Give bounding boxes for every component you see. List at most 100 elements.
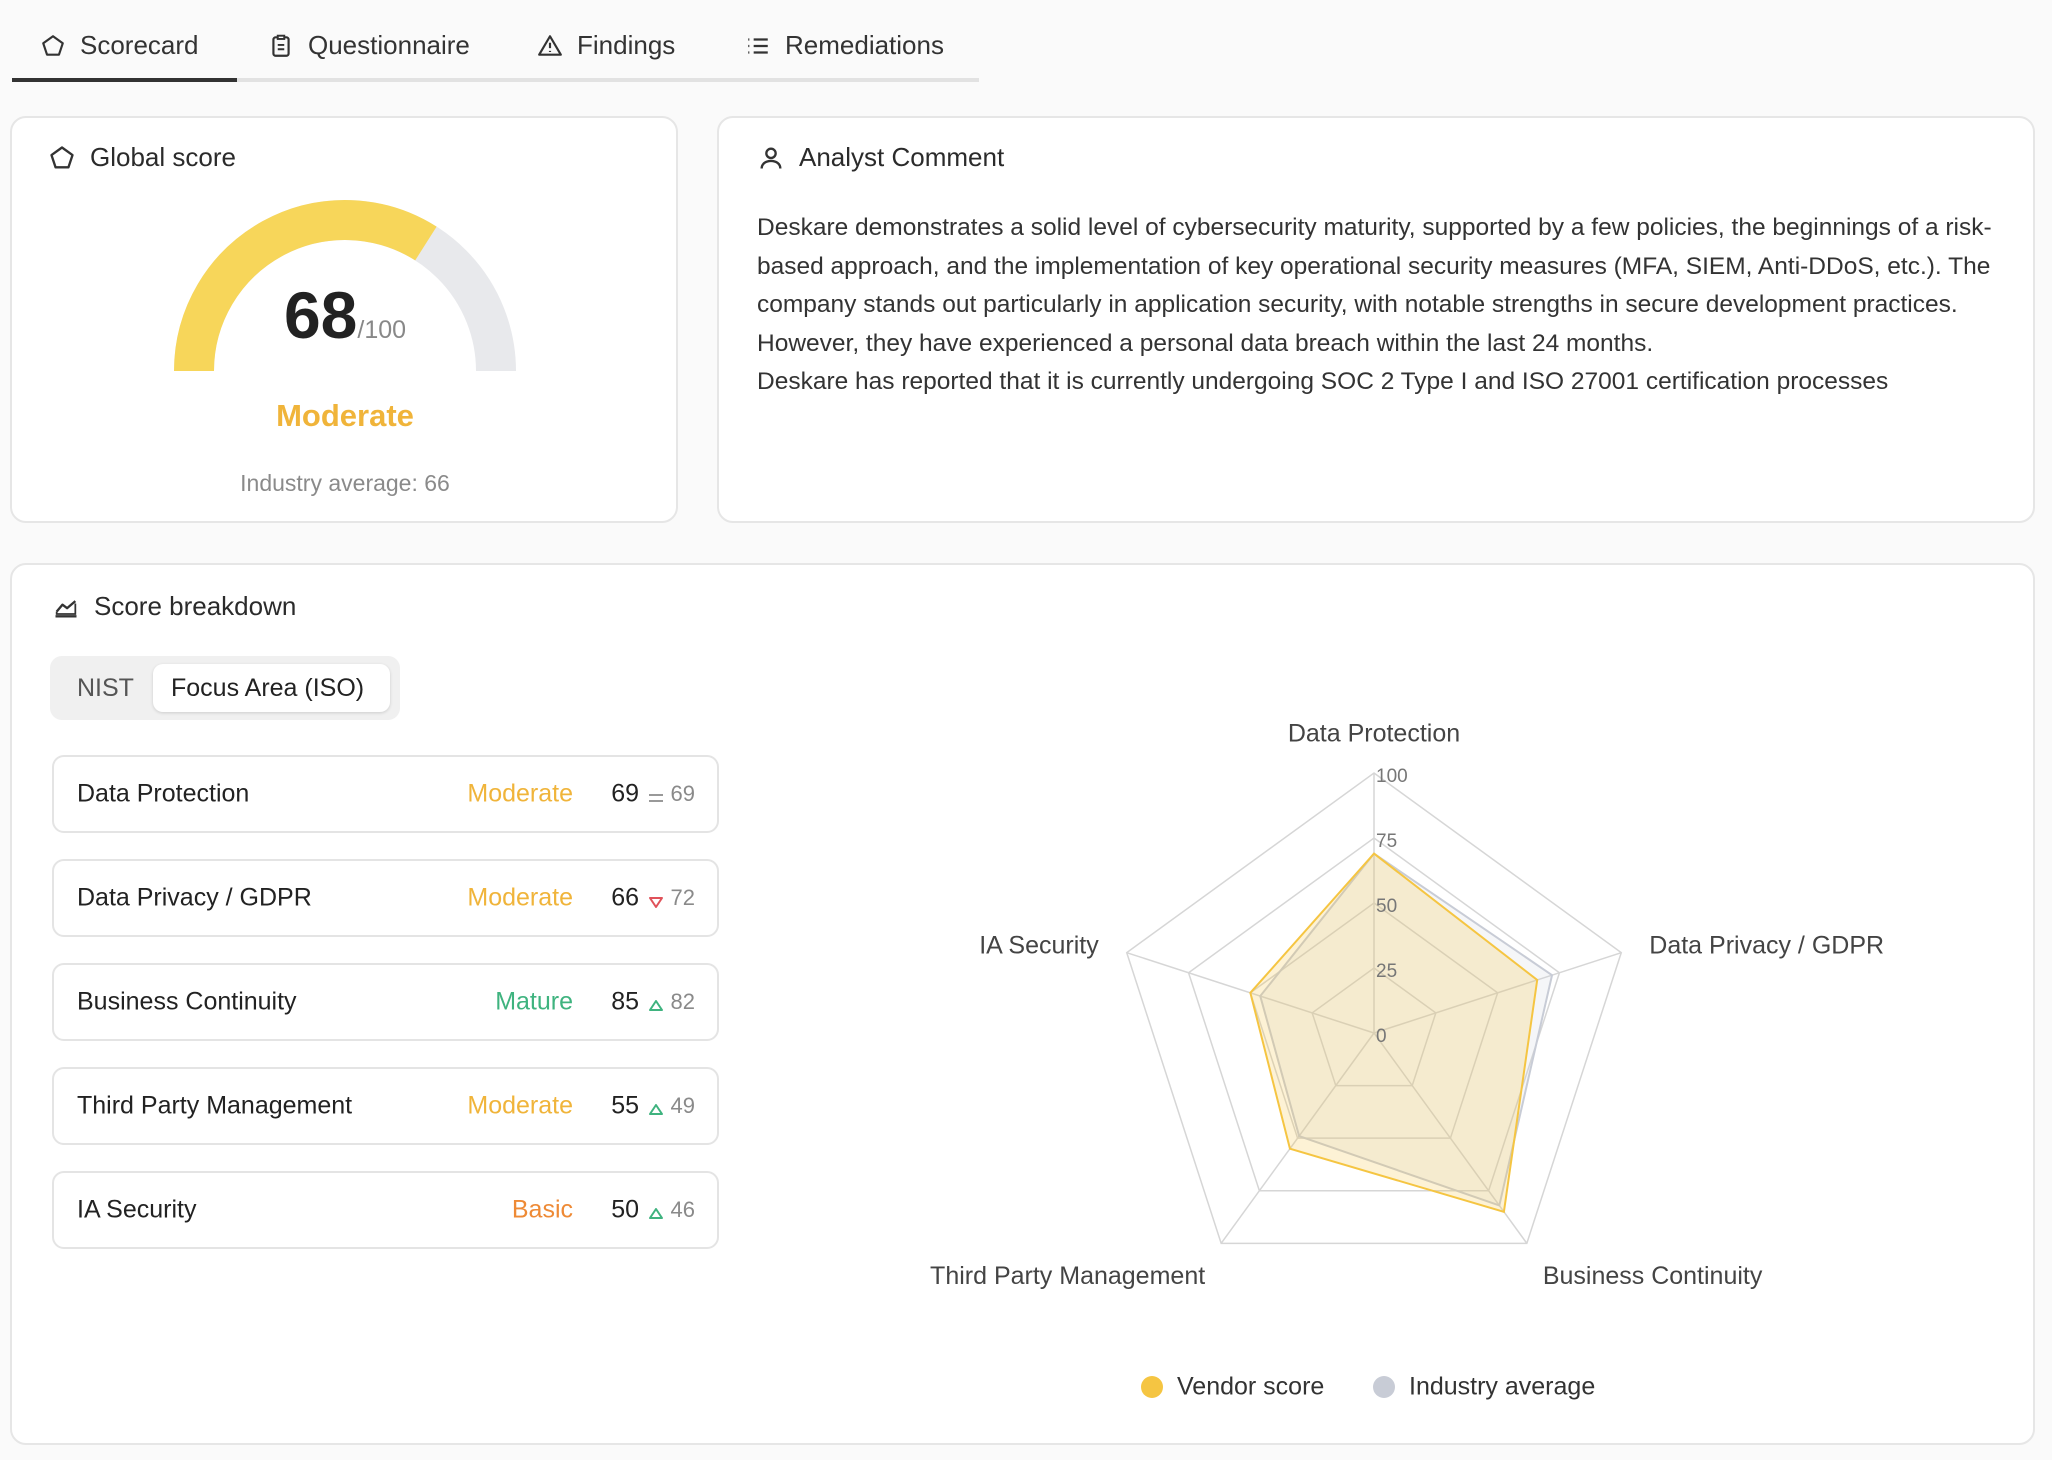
legend-swatch bbox=[1141, 1376, 1163, 1398]
tab-label: Scorecard bbox=[80, 30, 199, 60]
row-name: Business Continuity bbox=[77, 987, 297, 1016]
row-score: 50 bbox=[611, 1195, 639, 1224]
tab-icon bbox=[42, 34, 64, 56]
toggle-option[interactable]: NIST bbox=[77, 674, 134, 702]
analyst-comment-card: Analyst Comment Deskare demonstrates a s… bbox=[717, 116, 2035, 523]
trend-shape bbox=[649, 1208, 663, 1219]
row-level: Moderate bbox=[467, 779, 573, 808]
row-score: 69 bbox=[611, 779, 639, 808]
trend-shape bbox=[649, 794, 663, 802]
tab[interactable]: Questionnaire bbox=[268, 30, 470, 61]
trend-shape bbox=[649, 1104, 663, 1115]
legend-label: Industry average bbox=[1409, 1373, 1595, 1401]
trend-equal bbox=[649, 794, 663, 802]
r-tick-label: 0 bbox=[1376, 1026, 1387, 1047]
row-score: 85 bbox=[611, 987, 639, 1016]
trend-down bbox=[649, 897, 663, 908]
trend-icon bbox=[647, 889, 665, 908]
breakdown-row[interactable]: Business Continuity Mature 85 82 bbox=[52, 963, 719, 1041]
axis-label: Third Party Management bbox=[930, 1262, 1205, 1290]
trend-up bbox=[649, 1104, 663, 1115]
row-industry: 69 bbox=[670, 781, 695, 806]
spoke bbox=[1373, 951, 1622, 1034]
trend-shape bbox=[649, 1000, 663, 1011]
breakdown-row[interactable]: Data Privacy / GDPR Moderate 66 72 bbox=[52, 859, 719, 937]
card-header: Global score bbox=[48, 142, 236, 173]
r-tick-label: 50 bbox=[1376, 896, 1397, 917]
tab[interactable]: Findings bbox=[537, 30, 675, 61]
trend-shape bbox=[649, 897, 663, 908]
tab-label: Findings bbox=[577, 30, 676, 60]
breakdown-row[interactable]: IA Security Basic 50 46 bbox=[52, 1171, 719, 1249]
tab-icon bbox=[748, 37, 768, 54]
legend-label: Vendor score bbox=[1177, 1373, 1324, 1401]
score: 68 bbox=[284, 278, 357, 352]
axis-label: IA Security bbox=[979, 931, 1099, 959]
score-breakdown-card: Score breakdown NIST Focus Area (ISO) Da… bbox=[10, 563, 2035, 1445]
toggle-option-active[interactable]: Focus Area (ISO) bbox=[153, 664, 390, 712]
row-level: Moderate bbox=[467, 883, 573, 912]
card-header: Analyst Comment bbox=[757, 142, 1004, 173]
score-icon bbox=[50, 145, 74, 168]
global-score-card: Global score 68/100 Moderate Industry av… bbox=[10, 116, 678, 523]
trend-icon bbox=[647, 785, 665, 803]
comment-text: Deskare demonstrates a solid level of cy… bbox=[757, 209, 2007, 402]
axis-label: Business Continuity bbox=[1543, 1262, 1763, 1290]
tab-label: Remediations bbox=[785, 30, 944, 60]
series-area bbox=[1249, 852, 1539, 1214]
card-title: Score breakdown bbox=[94, 591, 297, 621]
radar-chart: 0 25 50 75 100 Data Protection Data Privacy / … bbox=[930, 720, 1884, 1401]
toggle-group: NIST Focus Area (ISO) bbox=[50, 656, 400, 720]
axis-label: Data Protection bbox=[1288, 720, 1460, 748]
r-tick-label: 25 bbox=[1376, 961, 1397, 982]
comment-paragraph: Deskare demonstrates a solid level of cy… bbox=[757, 214, 1992, 319]
row-score: 55 bbox=[611, 1091, 639, 1120]
trend-icon bbox=[647, 993, 665, 1011]
card-header: Score breakdown bbox=[52, 591, 296, 622]
user-icon bbox=[760, 147, 782, 169]
chart-icon bbox=[55, 599, 77, 617]
row-name: IA Security bbox=[77, 1195, 197, 1224]
tab-bar bbox=[12, 78, 979, 82]
axis-label: Data Privacy / GDPR bbox=[1649, 931, 1884, 959]
row-industry: 46 bbox=[670, 1197, 695, 1222]
active-tab-indicator bbox=[12, 78, 237, 82]
r-tick-label: 100 bbox=[1376, 766, 1408, 787]
tab-icon bbox=[538, 34, 562, 56]
tab[interactable]: Scorecard bbox=[40, 30, 199, 61]
row-level: Mature bbox=[495, 987, 573, 1016]
row-name: Data Privacy / GDPR bbox=[77, 883, 312, 912]
row-level: Moderate bbox=[467, 1091, 573, 1120]
gauge-value-arc bbox=[174, 200, 437, 372]
card-title: Global score bbox=[90, 142, 236, 172]
breakdown-row[interactable]: Data Protection Moderate 69 69 bbox=[52, 755, 719, 833]
row-industry: 49 bbox=[670, 1093, 695, 1118]
row-industry: 82 bbox=[670, 989, 695, 1014]
gauge: 68/100 Moderate Industry average: 66 bbox=[174, 200, 516, 496]
row-level: Basic bbox=[511, 1195, 573, 1224]
grid-ring bbox=[1187, 837, 1561, 1192]
trend-icon bbox=[647, 1201, 665, 1219]
series-area bbox=[1259, 852, 1554, 1207]
comment-paragraph: Deskare has reported that it is currentl… bbox=[757, 368, 1889, 396]
card-title: Analyst Comment bbox=[799, 142, 1005, 172]
row-name: Third Party Management bbox=[77, 1091, 353, 1120]
tab-icon bbox=[272, 34, 290, 57]
r-tick-label: 75 bbox=[1376, 831, 1397, 852]
breakdown-row[interactable]: Third Party Management Moderate 55 49 bbox=[52, 1067, 719, 1145]
tab-label: Questionnaire bbox=[308, 30, 470, 60]
trend-icon bbox=[647, 1097, 665, 1115]
tab[interactable]: Remediations bbox=[745, 30, 944, 61]
spoke bbox=[1373, 1032, 1528, 1244]
trend-up bbox=[649, 1000, 663, 1011]
grid-ring bbox=[1311, 967, 1437, 1087]
spoke bbox=[1220, 1032, 1375, 1244]
trend-up bbox=[649, 1208, 663, 1219]
row-name: Data Protection bbox=[77, 779, 250, 808]
grid-ring bbox=[1125, 772, 1623, 1245]
grid-ring bbox=[1249, 902, 1499, 1139]
score-level: Moderate bbox=[276, 398, 414, 433]
row-industry: 72 bbox=[670, 885, 695, 910]
industry-average: Industry average: 66 bbox=[240, 470, 450, 496]
